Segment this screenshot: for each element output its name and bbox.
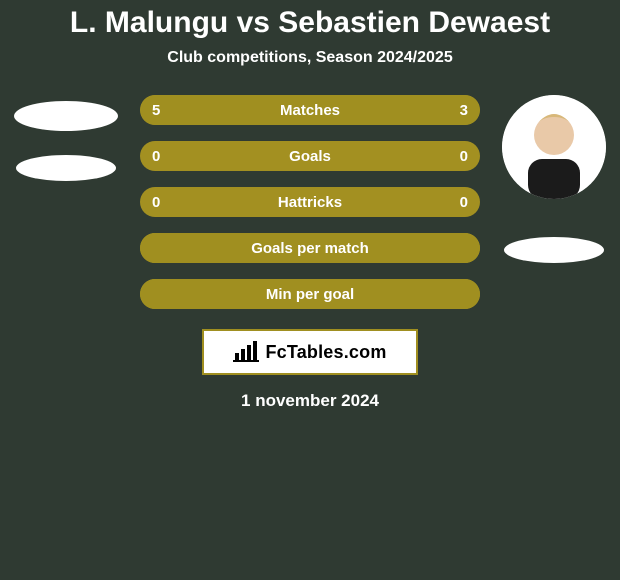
stat-value-right: 3: [460, 102, 468, 119]
player-left-group: [6, 95, 126, 181]
page-title: L. Malungu vs Sebastien Dewaest: [0, 0, 620, 39]
stat-value-right: 0: [460, 148, 468, 165]
stat-bar: 5 3 Matches: [140, 95, 480, 125]
stat-value-left: 5: [152, 102, 160, 119]
stat-label: Hattricks: [278, 194, 342, 211]
player-right-avatar: [502, 95, 606, 199]
stat-label: Min per goal: [266, 286, 354, 303]
bar-chart-icon: [233, 341, 259, 363]
stat-label: Goals per match: [251, 240, 369, 257]
brand-box: FcTables.com: [202, 329, 418, 375]
player-left-club-blob: [16, 155, 116, 181]
stat-bar: Goals per match: [140, 233, 480, 263]
stat-label: Matches: [280, 102, 340, 119]
stat-label: Goals: [289, 148, 331, 165]
stat-value-left: 0: [152, 148, 160, 165]
comparison-bars: 5 3 Matches 0 0 Goals 0 0 Hattricks Goals per mat…: [140, 95, 480, 309]
stat-bar: Min per goal: [140, 279, 480, 309]
date-footer: 1 november 2024: [0, 391, 620, 411]
player-right-club-blob: [504, 237, 604, 263]
comparison-arena: 5 3 Matches 0 0 Goals 0 0 Hattricks Goals per mat…: [0, 95, 620, 309]
person-icon: [502, 95, 606, 199]
stat-bar: 0 0 Hattricks: [140, 187, 480, 217]
stat-value-right: 0: [460, 194, 468, 211]
brand-text: FcTables.com: [265, 342, 386, 363]
player-right-group: [494, 95, 614, 263]
stat-bar: 0 0 Goals: [140, 141, 480, 171]
stat-value-left: 0: [152, 194, 160, 211]
page-subtitle: Club competitions, Season 2024/2025: [0, 49, 620, 67]
player-left-avatar: [14, 101, 118, 131]
